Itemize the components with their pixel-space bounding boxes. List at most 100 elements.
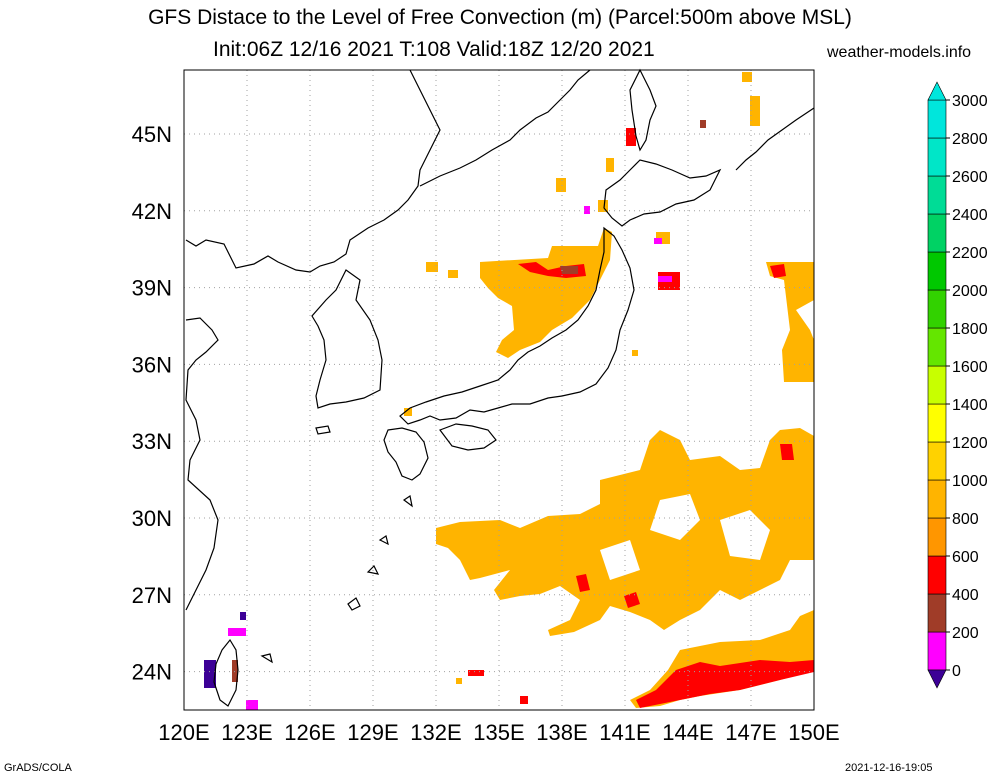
shading-patch — [520, 696, 528, 704]
colorbar-label: 400 — [952, 587, 979, 604]
coastlines — [185, 68, 815, 707]
colorbar-label: 2000 — [952, 283, 988, 300]
shading-area-sea-of-japan-brown — [560, 266, 578, 274]
coast-hokkaido — [603, 159, 722, 227]
lon-tick-label: 147E — [725, 720, 776, 745]
shading-area-east-red — [770, 264, 786, 278]
lat-tick-label: 39N — [132, 276, 172, 301]
shading-patch — [456, 678, 462, 684]
shading-patch — [228, 628, 246, 636]
colorbar-segment — [927, 175, 947, 215]
shading-patch — [556, 178, 566, 192]
coast-ryukyu — [260, 653, 273, 664]
colorbar-label: 2800 — [952, 131, 988, 148]
colorbar-label: 2200 — [952, 245, 988, 262]
colorbar-segment — [927, 213, 947, 253]
lat-tick-label: 33N — [132, 429, 172, 454]
colorbar-segment — [927, 99, 947, 139]
shading-area-southeast-red — [636, 660, 814, 708]
shading-patch — [654, 238, 662, 244]
colorbar-high-arrow — [927, 81, 947, 101]
colorbar-segment — [927, 479, 947, 519]
shading-patch — [598, 200, 608, 212]
colorbar-label: 1800 — [952, 321, 988, 338]
map-subtitle: Init:06Z 12/16 2021 T:108 Valid:18Z 12/2… — [213, 38, 655, 61]
colorbar-label: 600 — [952, 549, 979, 566]
colorbar: 0 200 400 600 800 1000 1200 1400 1600 1800 2000 220… — [927, 81, 988, 689]
colorbar-label: 1400 — [952, 397, 988, 414]
lat-tick-label: 36N — [132, 352, 172, 377]
map-frame — [183, 69, 815, 711]
colorbar-label: 2400 — [952, 207, 988, 224]
coast-kyushu — [383, 427, 429, 481]
shading-area-pacific-red — [780, 444, 794, 460]
lat-tick-label: 45N — [132, 122, 172, 147]
footer-timestamp: 2021-12-16-19:05 — [845, 762, 933, 774]
colorbar-segment — [927, 251, 947, 291]
lon-tick-label: 141E — [599, 720, 650, 745]
colorbar-segment — [927, 327, 947, 367]
coast-sakhalin — [629, 68, 657, 152]
colorbar-label: 2600 — [952, 169, 988, 186]
shading-patch — [232, 660, 238, 682]
shading-patch — [626, 128, 636, 146]
site-credit: weather-models.info — [827, 44, 972, 61]
shading-area-pacific — [436, 428, 814, 636]
coast-taiwan — [213, 638, 239, 707]
colorbar-segment — [927, 137, 947, 177]
latitude-axis: 24N 27N 30N 33N 36N 39N 42N 45N — [132, 122, 172, 685]
shading-layer — [204, 72, 814, 710]
map-title: GFS Distace to the Level of Free Convect… — [148, 6, 852, 29]
shading-patch — [606, 158, 614, 172]
lon-tick-label: 135E — [473, 720, 524, 745]
colorbar-label: 800 — [952, 511, 979, 528]
colorbar-label: 1000 — [952, 473, 988, 490]
colorbar-segment — [927, 365, 947, 405]
shading-area-sea-of-japan — [480, 228, 612, 358]
shading-area-east — [766, 262, 814, 382]
shading-area-pacific-red — [576, 574, 590, 592]
coast-kuril — [735, 107, 815, 171]
coast-china-south — [185, 317, 219, 611]
lon-tick-label: 150E — [788, 720, 839, 745]
footer-software: GrADS/COLA — [4, 762, 72, 774]
shading-patch — [448, 270, 458, 278]
coast-ryukyu — [378, 535, 389, 546]
lon-tick-label: 129E — [347, 720, 398, 745]
lon-tick-label: 120E — [158, 720, 209, 745]
coast-korea — [311, 269, 383, 409]
shading-area-pacific-hole — [720, 510, 770, 560]
colorbar-segment — [927, 441, 947, 481]
lon-tick-label: 126E — [284, 720, 335, 745]
shading-area-pacific-red — [624, 592, 640, 608]
colorbar-segment — [927, 517, 947, 557]
colorbar-segment — [927, 631, 947, 671]
coast-jeju — [315, 425, 331, 435]
coast-ryukyu — [366, 564, 380, 575]
lat-tick-label: 30N — [132, 506, 172, 531]
lat-tick-label: 27N — [132, 583, 172, 608]
shading-patch — [742, 72, 752, 82]
coast-primorye — [419, 69, 591, 187]
shading-patch — [750, 96, 760, 126]
longitude-axis: 120E 123E 126E 129E 132E 135E 138E 141E 144E 147E… — [158, 720, 839, 745]
shading-area-pacific-hole — [600, 540, 640, 580]
coast-ryukyu — [402, 495, 413, 508]
lat-tick-label: 42N — [132, 199, 172, 224]
shading-patch — [658, 276, 672, 282]
colorbar-segment — [927, 555, 947, 595]
shading-patch — [240, 612, 246, 620]
shading-patch — [468, 670, 484, 676]
colorbar-segment — [927, 593, 947, 633]
lon-tick-label: 144E — [662, 720, 713, 745]
coast-ryukyu — [347, 597, 361, 611]
shading-patch — [404, 408, 412, 416]
coast-shikoku — [439, 423, 497, 451]
shading-patch — [700, 120, 706, 128]
lat-tick-label: 24N — [132, 660, 172, 685]
map-grid — [184, 70, 814, 710]
shading-patch — [246, 700, 258, 710]
colorbar-segment — [927, 403, 947, 443]
coast-honshu — [399, 226, 635, 425]
